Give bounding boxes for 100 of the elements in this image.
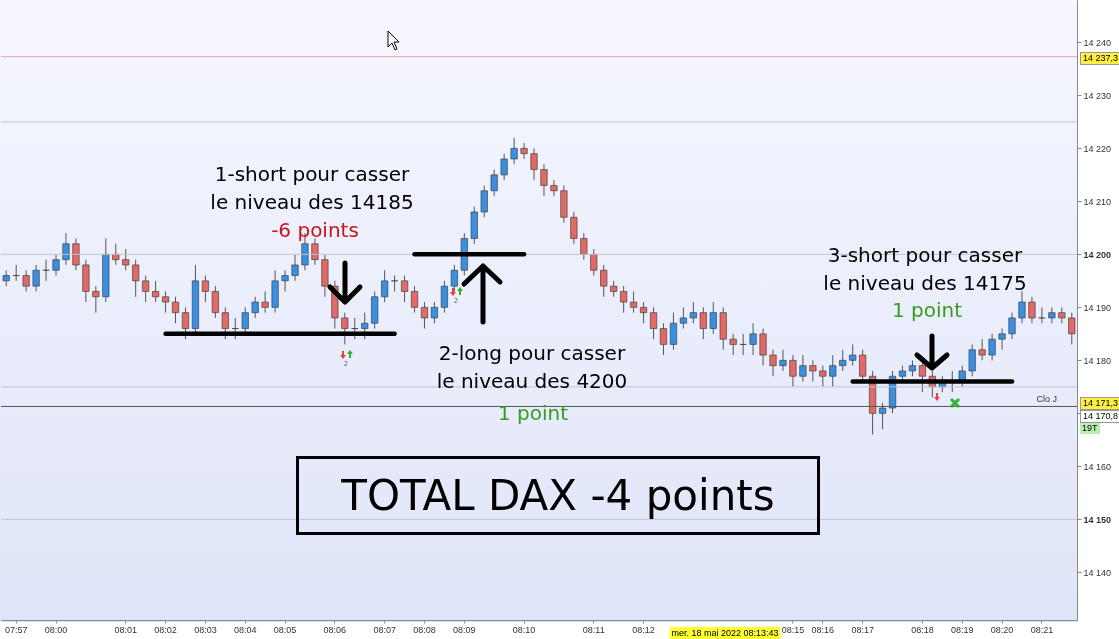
candlestick — [132, 259, 140, 298]
candlestick — [142, 275, 150, 303]
x-tick-label: 08:19 — [950, 624, 974, 635]
text: 19T — [1080, 423, 1100, 434]
x-tick-label: 08:00 — [44, 624, 68, 635]
x-tick-label: 07:57 — [4, 624, 28, 635]
annotation: -6 points — [271, 217, 359, 244]
candlestick — [729, 333, 737, 356]
candlestick — [480, 184, 488, 218]
candlestick — [779, 349, 787, 372]
x-tick-label: 08:11 — [582, 624, 605, 635]
x-tick-label: 08:04 — [233, 624, 257, 635]
annotation: 2-long pour casser le niveau des 4200 — [436, 340, 628, 395]
annotation: 1 point — [497, 400, 569, 427]
candlestick — [162, 290, 170, 314]
x-tick-label: 08:03 — [194, 624, 217, 635]
candlestick — [1008, 312, 1016, 340]
candlestick — [839, 349, 847, 372]
y-tick-label: 14 230 — [1083, 90, 1112, 101]
text: mer. 18 mai 2022 08:13:43 — [669, 627, 781, 639]
candlestick — [430, 301, 438, 324]
candlestick — [72, 237, 80, 271]
candlestick — [769, 349, 777, 377]
x-tick-label: 08:12 — [632, 624, 655, 635]
candlestick — [510, 137, 518, 165]
text: 14 171,3 — [1080, 397, 1119, 410]
candlestick — [32, 264, 40, 292]
candlestick — [381, 269, 389, 303]
candlestick — [968, 343, 976, 377]
candlestick — [809, 359, 817, 383]
candlestick — [22, 269, 30, 292]
candlestick — [361, 312, 369, 340]
y-tick-label: 14 190 — [1083, 302, 1112, 313]
y-tick-label: 14 140 — [1083, 567, 1112, 578]
candlestick — [978, 338, 986, 361]
x-tick-label: 08:17 — [851, 624, 874, 635]
candlestick — [789, 354, 797, 388]
candlestick — [201, 275, 209, 303]
candlestick — [251, 296, 259, 319]
x-tick-label: 08:05 — [273, 624, 297, 635]
x-tick-label: 08:01 — [114, 624, 137, 635]
candlestick — [620, 285, 628, 314]
text: 14 237,3 — [1080, 52, 1119, 65]
x-tick-label: 08:02 — [154, 624, 177, 635]
candlestick — [669, 312, 677, 351]
text: 14 170,8 — [1080, 410, 1119, 423]
x-tick-label: 08:06 — [323, 624, 347, 635]
y-tick-label: 14 150 — [1083, 514, 1112, 525]
candlestick — [500, 153, 508, 181]
candlestick — [759, 328, 767, 367]
candlestick — [540, 163, 548, 197]
candlestick — [490, 169, 498, 197]
candlestick — [699, 306, 707, 340]
candlestick — [440, 280, 448, 314]
candlestick — [241, 306, 249, 335]
candlestick — [1018, 290, 1026, 324]
candlestick — [401, 275, 409, 303]
candlestick — [62, 232, 70, 266]
candlestick — [420, 301, 429, 330]
x-tick-label: 08:09 — [453, 624, 476, 635]
y-tick-label: 14 210 — [1083, 196, 1112, 207]
candlestick — [92, 285, 100, 314]
candlestick — [171, 296, 180, 324]
candlestick — [570, 211, 578, 245]
y-tick-label: 14 160 — [1083, 461, 1112, 472]
candlestick — [261, 290, 269, 314]
annotation: 3-short pour casser le niveau des 14175 — [823, 242, 1027, 297]
x-tick-label: 08:15 — [781, 624, 805, 635]
annotation: 1-short pour casser le niveau des 14185 — [210, 161, 414, 216]
x-tick-label: 08:21 — [1030, 624, 1054, 635]
candlestick — [689, 301, 697, 324]
candlestick — [1068, 312, 1076, 345]
candlestick — [709, 301, 717, 335]
candlestick — [550, 179, 558, 197]
candlestick — [281, 269, 289, 292]
candlestick — [181, 306, 190, 340]
candlestick — [52, 253, 60, 277]
candlestick — [749, 322, 757, 356]
candlestick — [341, 312, 349, 345]
candlestick — [1028, 296, 1036, 324]
candlestick — [679, 306, 687, 330]
candlestick — [580, 232, 588, 261]
candlestick — [829, 354, 837, 388]
x-tick-label: 08:18 — [911, 624, 934, 635]
annotation: 1 point — [891, 297, 963, 324]
candlestick — [849, 343, 857, 367]
candlestick — [291, 253, 299, 282]
x-tick-label: 08:07 — [373, 624, 396, 635]
x-tick-label: 08:10 — [512, 624, 536, 635]
x-tick-label: 08:20 — [990, 624, 1014, 635]
annotation: TOTAL DAX -4 points — [296, 456, 820, 535]
candlestick — [530, 147, 538, 181]
candlestick — [819, 365, 827, 388]
candlestick — [998, 328, 1006, 351]
candlestick — [1038, 306, 1046, 324]
candlestick — [520, 142, 528, 160]
candlestick — [211, 285, 219, 319]
candlestick — [659, 322, 668, 356]
candlestick — [122, 248, 130, 271]
candlestick — [1048, 306, 1056, 324]
